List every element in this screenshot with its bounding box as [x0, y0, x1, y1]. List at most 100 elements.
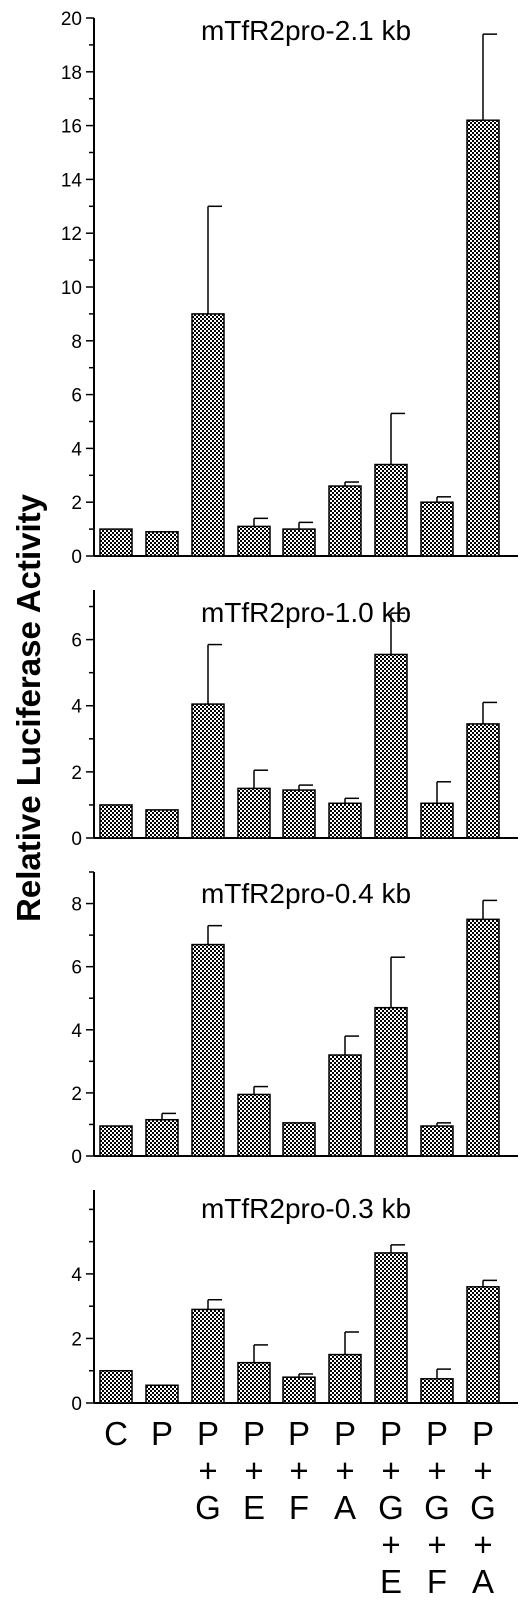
panel-2: 0 2 4 6 mTfR2pro-1.0 kb	[71, 590, 518, 850]
bar	[420, 802, 454, 839]
y-tick-label: 16	[61, 117, 82, 138]
panel-3: 0 2 4 6 8 mTfR2pro-0.4 kb	[71, 871, 518, 1168]
x-category-label: P+A	[334, 1415, 356, 1526]
y-tick-label: 12	[61, 224, 82, 245]
bar	[237, 787, 271, 839]
panel-title: mTfR2pro-2.1 kb	[201, 15, 411, 46]
y-tick-label: 2	[71, 1084, 82, 1105]
bar	[145, 1118, 179, 1157]
bar	[191, 943, 225, 1157]
x-tick-label: E	[380, 1563, 402, 1600]
x-tick-label: P	[197, 1415, 219, 1452]
x-tick-label: +	[381, 1452, 400, 1489]
x-tick-label: +	[289, 1452, 308, 1489]
x-tick-label: P	[472, 1415, 494, 1452]
bar	[374, 463, 408, 557]
bar	[466, 723, 500, 839]
bar	[237, 525, 271, 557]
x-tick-label: A	[334, 1489, 356, 1526]
x-tick-label: +	[473, 1452, 492, 1489]
x-tick-label: +	[381, 1526, 400, 1563]
bar	[420, 1378, 454, 1404]
x-tick-label: P	[426, 1415, 448, 1452]
bar	[191, 703, 225, 839]
x-category-label: P	[151, 1415, 173, 1452]
bar	[99, 1125, 133, 1157]
y-tick-label: 4	[71, 1265, 82, 1286]
y-tick-label: 14	[61, 170, 83, 191]
y-tick-label: 4	[71, 1021, 82, 1042]
bar	[420, 1125, 454, 1157]
x-tick-label: F	[427, 1563, 447, 1600]
y-tick-label: 4	[71, 439, 82, 460]
x-category-label: P+G+A	[470, 1415, 496, 1600]
y-tick-label: 2	[71, 1329, 82, 1350]
x-category-label: P+E	[243, 1415, 265, 1526]
y-axis-label: Relative Luciferase Activity	[10, 493, 47, 922]
bar	[145, 809, 179, 839]
x-tick-label: P	[380, 1415, 402, 1452]
y-tick-label: 6	[71, 631, 82, 652]
bar	[374, 1006, 408, 1157]
panel-4: 0 2 4 mTfR2pro-0.3 kb	[71, 1190, 518, 1415]
y-tick-label: 6	[71, 958, 82, 979]
panel-1: 0 2 4 6 8 10 12 14 16 18 20 mTfR2pro-2.1 kb	[61, 9, 518, 568]
bar	[145, 1384, 179, 1404]
y-tick-label: 4	[71, 697, 82, 718]
x-tick-label: P	[243, 1415, 265, 1452]
x-category-label: C	[104, 1415, 128, 1452]
x-tick-label: G	[378, 1489, 404, 1526]
x-tick-label: G	[195, 1489, 221, 1526]
y-tick-label: 10	[61, 278, 82, 299]
x-category-label: P+G	[195, 1415, 221, 1526]
bar	[282, 1376, 316, 1404]
x-tick-label: +	[244, 1452, 263, 1489]
bar	[328, 802, 362, 839]
bar	[99, 528, 133, 557]
bar	[374, 1252, 408, 1404]
x-tick-label: C	[104, 1415, 128, 1452]
x-tick-label: F	[289, 1489, 309, 1526]
bar	[237, 1093, 271, 1157]
bar	[282, 1122, 316, 1157]
x-tick-label: +	[198, 1452, 217, 1489]
bar	[191, 313, 225, 557]
x-category-label: P+F	[288, 1415, 310, 1526]
x-tick-label: +	[427, 1452, 446, 1489]
bar	[466, 119, 500, 557]
x-tick-label: P	[151, 1415, 173, 1452]
bar	[374, 653, 408, 839]
x-category-label: P+G+E	[378, 1415, 404, 1600]
bar	[191, 1308, 225, 1404]
x-tick-label: P	[288, 1415, 310, 1452]
bar	[282, 528, 316, 557]
bar	[328, 485, 362, 557]
x-tick-label: A	[472, 1563, 494, 1600]
y-tick-label: 2	[71, 493, 82, 514]
x-category-label: P+G+F	[424, 1415, 450, 1600]
x-tick-label: G	[424, 1489, 450, 1526]
panel-title: mTfR2pro-0.3 kb	[201, 1193, 411, 1224]
bar	[328, 1054, 362, 1157]
bar	[99, 804, 133, 839]
y-tick-label: 0	[71, 547, 82, 568]
y-tick-label: 6	[71, 386, 82, 407]
bar	[420, 501, 454, 557]
panel-title: mTfR2pro-0.4 kb	[201, 878, 411, 909]
x-tick-label: +	[335, 1452, 354, 1489]
x-tick-label: +	[473, 1526, 492, 1563]
y-tick-label: 8	[71, 332, 82, 353]
bar	[466, 1286, 500, 1404]
y-tick-label: 0	[71, 1147, 82, 1168]
panel-title: mTfR2pro-1.0 kb	[201, 597, 411, 628]
y-tick-label: 20	[61, 9, 82, 30]
x-tick-label: E	[243, 1489, 265, 1526]
bar	[466, 918, 500, 1157]
x-tick-label: G	[470, 1489, 496, 1526]
y-tick-label: 18	[61, 63, 82, 84]
y-tick-label: 0	[71, 829, 82, 850]
bar	[99, 1369, 133, 1404]
bar	[282, 789, 316, 839]
y-tick-label: 2	[71, 763, 82, 784]
